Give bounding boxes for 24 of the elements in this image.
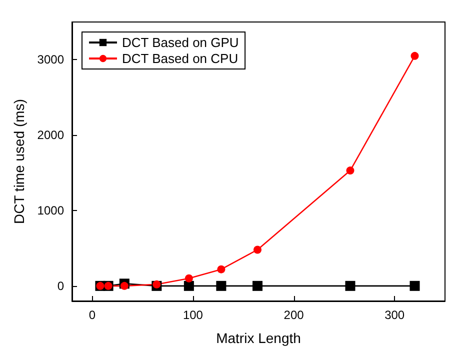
point <box>184 274 193 282</box>
legend-label: DCT Based on CPU <box>122 51 238 66</box>
y-tick-label: 3000 <box>37 52 64 67</box>
point <box>120 282 128 290</box>
point <box>254 246 262 254</box>
x-tick-label: 0 <box>88 308 96 322</box>
y-tick-label: 2000 <box>37 128 64 142</box>
point <box>410 280 420 291</box>
point <box>216 280 226 291</box>
y-tick-label: 0 <box>57 278 64 293</box>
y-tick-label: 1000 <box>37 204 64 218</box>
point <box>152 280 161 288</box>
point <box>410 52 419 60</box>
x-tick-label: 200 <box>284 308 304 322</box>
y-axis-title: DCT time used (ms) <box>11 99 27 224</box>
x-axis-title: Matrix Length <box>216 330 301 346</box>
point <box>346 166 354 175</box>
x-tick-label: 100 <box>182 308 204 322</box>
legend-label: DCT Based on GPU <box>122 35 239 50</box>
point <box>345 280 356 291</box>
point <box>217 265 226 274</box>
point <box>184 280 194 291</box>
x-tick-label: 300 <box>384 308 405 322</box>
point <box>252 280 262 291</box>
